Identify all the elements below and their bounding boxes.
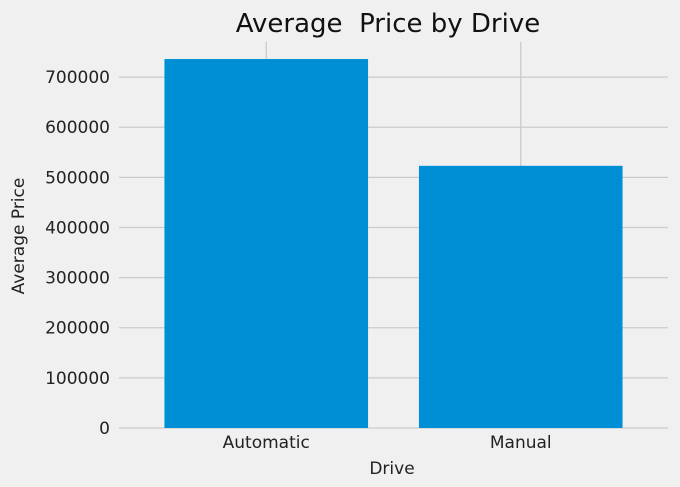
y-tick-label: 500000 — [45, 168, 110, 188]
x-axis-label: Drive — [369, 459, 414, 479]
y-axis-label: Average Price — [9, 178, 29, 295]
y-tick-label: 600000 — [45, 118, 110, 138]
x-tick-label: Automatic — [223, 433, 310, 453]
y-tick-label: 400000 — [45, 218, 110, 238]
x-tick-labels: Automatic Manual — [223, 433, 552, 453]
bar-manual — [418, 165, 623, 428]
y-tick-label: 100000 — [45, 369, 110, 389]
y-tick-label: 300000 — [45, 269, 110, 289]
y-tick-label: 0 — [99, 419, 110, 439]
y-tick-label: 700000 — [45, 68, 110, 88]
x-tick-label: Manual — [490, 433, 552, 453]
bar-layer — [164, 59, 623, 428]
y-tick-label: 200000 — [45, 319, 110, 339]
bar-automatic — [164, 59, 369, 428]
chart-title: Average Price by Drive — [236, 9, 540, 39]
y-tick-labels: 0 100000 200000 300000 400000 500000 600000 700… — [45, 68, 110, 439]
